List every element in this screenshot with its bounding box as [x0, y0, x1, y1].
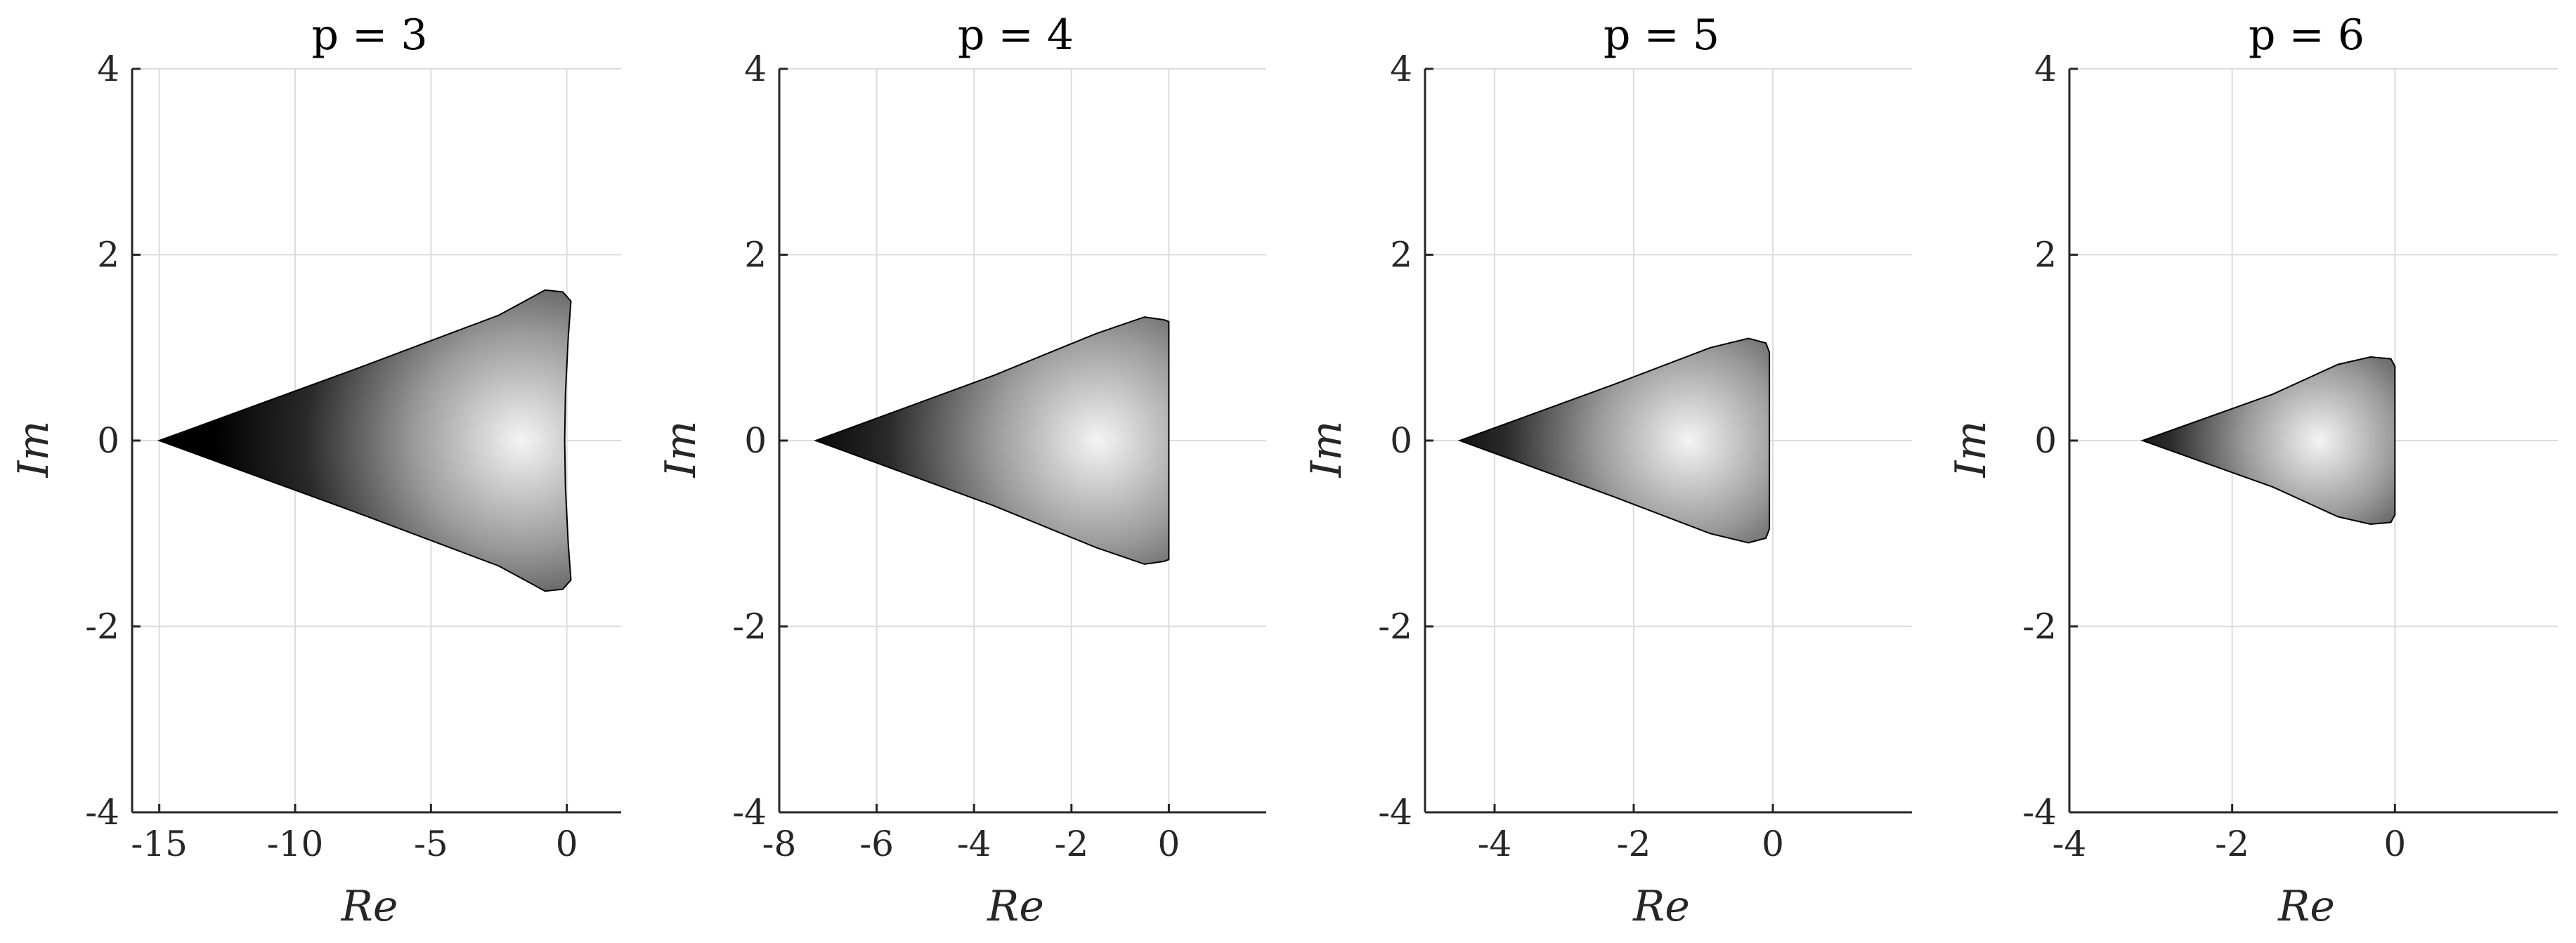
panel-1: -15 -10 -5 0 -4 -2 0 2 4 Re Im p = 3 — [9, 11, 621, 931]
x-tick-label: -4 — [1478, 824, 1512, 864]
panel-4: -4 -2 0 -4 -2 0 2 4 Re Im p = 6 — [1946, 11, 2558, 931]
stability-region — [814, 316, 1170, 565]
y-tick-label: -2 — [1378, 606, 1412, 647]
y-tick-label: -4 — [2022, 792, 2057, 833]
panel-title: p = 3 — [312, 11, 428, 60]
y-tick-label: 4 — [744, 48, 767, 89]
panel-2: -8 -6 -4 -2 0 -4 -2 0 2 4 Re Im p = 4 — [656, 11, 1266, 931]
y-tick-label: -2 — [85, 606, 119, 647]
x-axis-label: Re — [987, 882, 1044, 931]
y-tick-label: -2 — [2022, 606, 2057, 647]
y-axis-label: Im — [1946, 421, 1996, 479]
y-tick-label: 2 — [97, 235, 119, 275]
x-tick-label: -2 — [1054, 824, 1088, 864]
y-tick-label: 0 — [2034, 420, 2057, 461]
x-tick-label: 0 — [1762, 824, 1784, 864]
y-tick-label: -4 — [85, 792, 119, 833]
y-tick-label: -2 — [732, 606, 767, 647]
y-tick-label: 2 — [2034, 235, 2057, 275]
y-tick-label: 4 — [2034, 48, 2057, 89]
y-tick-label: -4 — [732, 792, 767, 833]
y-tick-label: 0 — [744, 420, 767, 461]
panel-title: p = 5 — [1604, 11, 1719, 60]
x-tick-label: -10 — [267, 824, 324, 864]
y-tick-label: 2 — [1390, 235, 1412, 275]
x-tick-label: -8 — [762, 824, 797, 864]
x-tick-label: -2 — [2215, 824, 2249, 864]
x-axis-label: Re — [1632, 882, 1690, 931]
x-axis-label: Re — [2277, 882, 2335, 931]
x-tick-label: -15 — [131, 824, 188, 864]
y-axis-label: Im — [9, 421, 58, 479]
y-axis-label: Im — [1302, 421, 1351, 479]
panel-title: p = 4 — [958, 11, 1074, 60]
y-tick-label: 2 — [744, 235, 767, 275]
x-tick-label: 0 — [556, 824, 578, 864]
y-tick-label: 0 — [97, 420, 119, 461]
y-tick-label: 0 — [1390, 420, 1412, 461]
panel-title: p = 6 — [2249, 11, 2364, 60]
x-tick-label: -2 — [1617, 824, 1651, 864]
x-tick-label: -4 — [2053, 824, 2087, 864]
x-axis-label: Re — [341, 882, 398, 931]
stability-region — [2140, 356, 2396, 526]
y-tick-label: 4 — [97, 48, 119, 89]
stability-region — [157, 289, 572, 592]
y-axis-label: Im — [656, 421, 705, 479]
y-tick-label: 4 — [1390, 48, 1412, 89]
x-tick-label: -5 — [414, 824, 448, 864]
stability-region — [1457, 337, 1771, 544]
y-tick-label: -4 — [1378, 792, 1412, 833]
panel-3: -4 -2 0 -4 -2 0 2 4 Re Im p = 5 — [1302, 11, 1912, 931]
x-tick-label: -6 — [859, 824, 894, 864]
x-tick-label: 0 — [1157, 824, 1180, 864]
x-tick-label: -4 — [957, 824, 991, 864]
x-tick-label: 0 — [2383, 824, 2406, 864]
